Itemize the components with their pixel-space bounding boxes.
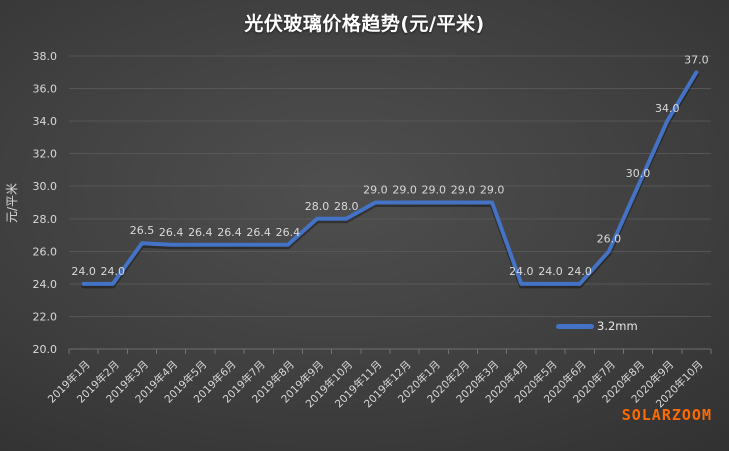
data-label: 24.0 (71, 265, 96, 278)
legend-line-marker (556, 323, 594, 329)
y-tick-label: 36.0 (33, 83, 58, 96)
data-label: 26.4 (188, 226, 213, 239)
data-label: 26.4 (159, 226, 184, 239)
data-label: 26.4 (246, 226, 271, 239)
y-tick-label: 32.0 (33, 148, 58, 161)
data-label: 24.0 (567, 265, 592, 278)
legend-series-label: 3.2mm (597, 319, 638, 333)
data-label: 29.0 (451, 184, 476, 197)
data-label: 24.0 (101, 265, 126, 278)
data-label: 37.0 (684, 53, 709, 66)
data-label: 24.0 (509, 265, 534, 278)
y-tick-label: 38.0 (33, 50, 58, 63)
data-label: 28.0 (305, 200, 330, 213)
data-label: 29.0 (480, 184, 505, 197)
data-label: 29.0 (392, 184, 417, 197)
data-label: 26.0 (597, 232, 622, 245)
y-tick-label: 26.0 (33, 245, 58, 258)
series-line (81, 70, 699, 286)
data-label: 26.4 (276, 226, 301, 239)
data-label: 29.0 (422, 184, 447, 197)
data-label: 28.0 (334, 200, 359, 213)
y-tick-label: 20.0 (33, 343, 58, 356)
legend: 3.2mm (556, 319, 638, 333)
data-label: 29.0 (363, 184, 388, 197)
y-tick-label: 34.0 (33, 115, 58, 128)
solarzoom-watermark: SOLARZOOM (621, 406, 712, 424)
y-tick-label: 22.0 (33, 310, 58, 323)
chart-title: 光伏玻璃价格趋势(元/平米) (244, 13, 485, 35)
data-label: 26.4 (217, 226, 242, 239)
y-tick-label: 24.0 (33, 278, 58, 291)
data-label: 24.0 (538, 265, 563, 278)
y-tick-label: 30.0 (33, 180, 58, 193)
data-label: 34.0 (655, 102, 680, 115)
data-label: 26.5 (130, 224, 155, 237)
data-label: 30.0 (626, 167, 651, 180)
y-tick-label: 28.0 (33, 213, 58, 226)
